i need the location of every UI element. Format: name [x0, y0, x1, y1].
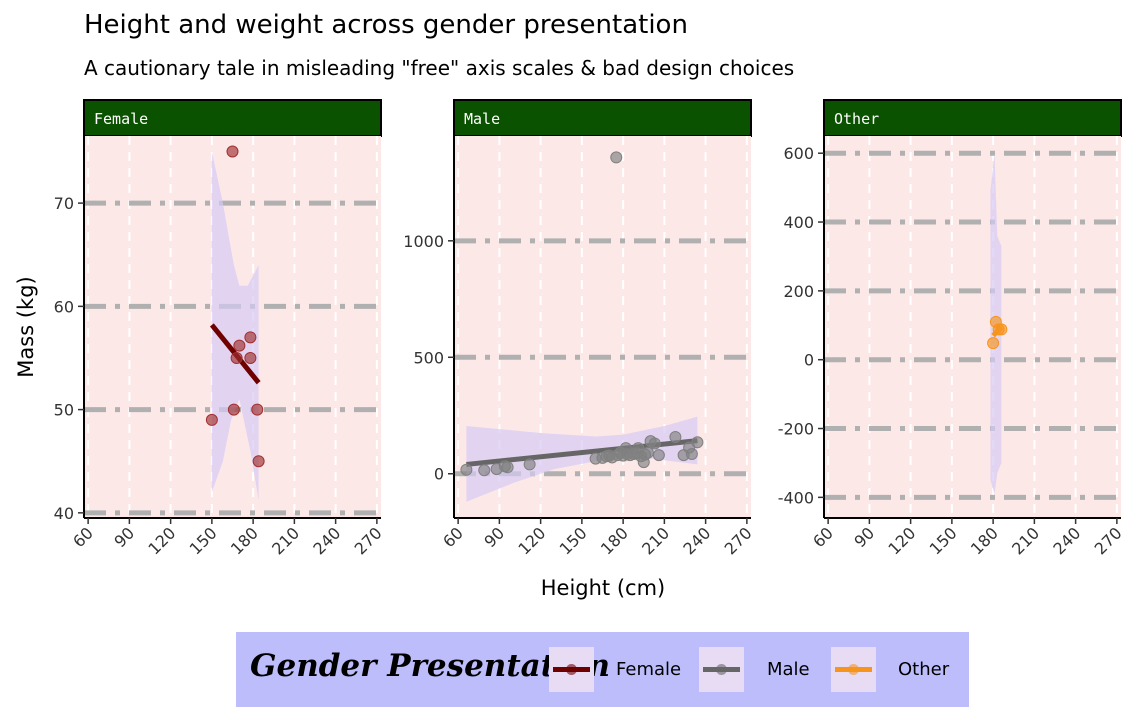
y-tick-label: 40 — [54, 504, 74, 523]
x-tick-label: 90 — [850, 523, 878, 551]
y-tick-label: 600 — [783, 144, 814, 163]
data-point — [230, 351, 243, 364]
legend: Gender Presentation Female Male Other — [236, 632, 969, 707]
x-tick-label: 270 — [721, 523, 756, 558]
y-tick-label: 70 — [54, 194, 74, 213]
x-tick-label: 60 — [69, 523, 97, 551]
data-point — [987, 337, 1000, 350]
data-point — [478, 464, 491, 477]
data-point — [251, 403, 264, 416]
x-tick-label: 60 — [439, 523, 467, 551]
panel-male: Male 0 500 1000 60 90 120 150 180 210 240 270 — [403, 99, 756, 558]
y-tick-label: 0 — [804, 351, 814, 370]
x-tick-label: 180 — [227, 523, 262, 558]
data-point — [501, 461, 514, 474]
confidence-band-male — [466, 416, 698, 502]
y-tick-label: 400 — [783, 213, 814, 232]
data-point — [244, 351, 257, 364]
strip-label-other: Other — [834, 110, 879, 128]
data-point — [691, 436, 704, 449]
legend-key-male — [699, 647, 744, 692]
strip-label-male: Male — [464, 110, 500, 128]
y-axis-title: Mass (kg) — [14, 276, 38, 377]
x-tick-label: 90 — [480, 523, 508, 551]
legend-glyph — [703, 664, 740, 675]
y-tick-label: -400 — [778, 488, 814, 507]
y-tick-label: 200 — [783, 282, 814, 301]
data-point — [685, 447, 698, 460]
data-point — [233, 339, 246, 352]
x-tick-label: 210 — [1008, 523, 1043, 558]
x-tick-label: 240 — [309, 523, 344, 558]
x-tick-label: 150 — [556, 523, 591, 558]
x-tick-label: 240 — [1049, 523, 1084, 558]
x-tick-label: 210 — [268, 523, 303, 558]
legend-key-female — [549, 647, 594, 692]
legend-glyph — [835, 664, 872, 675]
x-tick-label: 240 — [679, 523, 714, 558]
strip-label-female: Female — [94, 110, 148, 128]
y-tick-label: 50 — [54, 401, 74, 420]
y-tick-label: -200 — [778, 420, 814, 439]
data-point — [641, 446, 654, 459]
data-point — [226, 145, 239, 158]
y-tick-label: 0 — [434, 465, 444, 484]
data-point — [244, 331, 257, 344]
x-tick-label: 180 — [967, 523, 1002, 558]
y-tick-label: 60 — [54, 297, 74, 316]
data-point — [523, 458, 536, 471]
confidence-band-female — [211, 151, 259, 501]
x-tick-label: 60 — [809, 523, 837, 551]
data-point — [252, 455, 265, 468]
legend-label-other: Other — [898, 659, 950, 680]
legend-label-male: Male — [767, 659, 810, 680]
data-point — [610, 151, 623, 164]
legend-point — [716, 664, 727, 675]
x-tick-label: 180 — [597, 523, 632, 558]
data-point — [460, 463, 473, 476]
x-tick-label: 120 — [884, 523, 919, 558]
chart-subtitle: A cautionary tale in misleading "free" a… — [84, 56, 795, 80]
data-point — [669, 430, 682, 443]
x-tick-label: 90 — [110, 523, 138, 551]
x-tick-label: 270 — [1091, 523, 1126, 558]
data-point — [995, 323, 1008, 336]
y-tick-label: 1000 — [403, 232, 444, 251]
chart-title: Height and weight across gender presenta… — [84, 10, 688, 40]
x-axis-title: Height (cm) — [541, 576, 665, 600]
legend-label-female: Female — [616, 659, 682, 680]
legend-point — [566, 664, 577, 675]
data-point — [227, 403, 240, 416]
legend-glyph — [553, 664, 590, 675]
data-point — [648, 437, 661, 450]
x-tick-label: 210 — [638, 523, 673, 558]
legend-point — [848, 664, 859, 675]
panel-background-other — [824, 136, 1121, 518]
x-tick-label: 150 — [926, 523, 961, 558]
x-tick-label: 120 — [144, 523, 179, 558]
x-tick-label: 270 — [351, 523, 386, 558]
legend-key-other — [831, 647, 876, 692]
data-point — [205, 413, 218, 426]
x-tick-label: 150 — [186, 523, 221, 558]
y-tick-label: 500 — [413, 348, 444, 367]
data-point — [652, 449, 665, 462]
panel-female: Female 40 50 60 70 60 90 120 150 180 210 240 270 — [54, 99, 386, 558]
x-tick-label: 120 — [514, 523, 549, 558]
